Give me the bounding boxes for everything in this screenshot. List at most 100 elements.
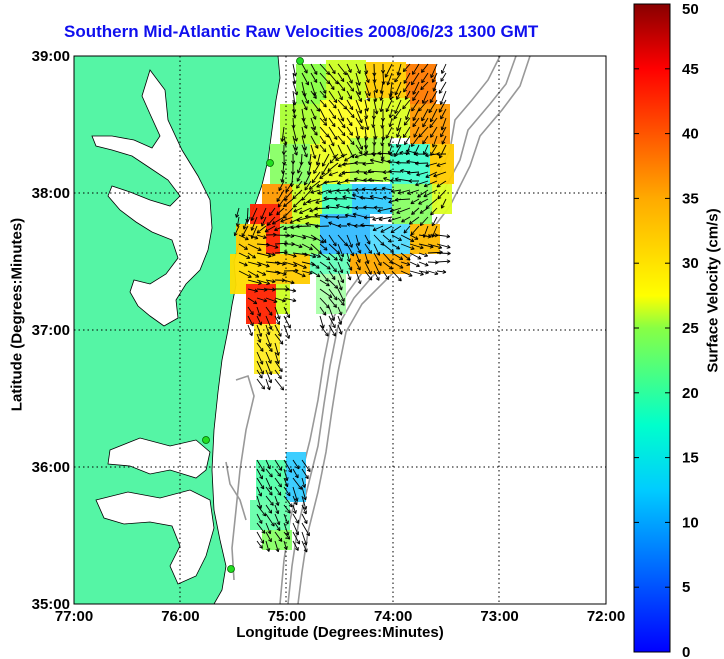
velocity-arrow [301, 495, 307, 510]
velocity-arrowhead [406, 149, 410, 151]
velocity-arrowhead [348, 80, 353, 84]
lat-lon-grid [74, 56, 606, 604]
velocity-arrowhead [277, 502, 280, 506]
velocity-arrowhead [254, 238, 259, 240]
velocity-arrowhead [396, 71, 399, 76]
velocity-arrow [265, 342, 273, 352]
velocity-arrowhead [420, 245, 424, 249]
velocity-arrow [301, 108, 305, 122]
velocity-arrowhead [354, 177, 358, 180]
velocity-arrowhead [420, 88, 425, 91]
velocity-arrowhead [386, 109, 390, 113]
velocity-arrowhead [348, 123, 353, 127]
velocity-arrowhead [348, 268, 352, 271]
velocity-arrow [283, 279, 295, 284]
velocity-arrowhead [325, 121, 328, 126]
velocity-arrowhead [323, 180, 327, 184]
velocity-arrow [415, 180, 429, 186]
velocity-arrow [409, 270, 424, 275]
velocity-arrowhead [442, 271, 447, 274]
velocity-arrowhead [273, 301, 278, 304]
velocity-arrow [292, 261, 307, 269]
velocity-arrowhead [287, 325, 291, 329]
velocity-arrowhead [289, 509, 291, 514]
velocity-arrowhead [350, 89, 354, 92]
velocity-arrow [346, 99, 354, 110]
velocity-arrowhead [298, 246, 303, 249]
velocity-arrow [346, 206, 357, 209]
velocity-arrow [274, 378, 284, 391]
velocity-arrowhead [377, 151, 382, 154]
velocity-arrow [346, 126, 353, 136]
velocity-arrowhead [431, 143, 434, 148]
velocity-arrowhead [382, 171, 387, 175]
velocity-arrow [378, 216, 393, 221]
velocity-arrow [293, 198, 303, 208]
velocity-arrow [403, 117, 411, 126]
velocity-arrow [247, 297, 258, 305]
velocity-arrowhead [335, 215, 340, 218]
velocity-arrowhead [286, 477, 289, 481]
velocity-arrowhead [276, 528, 281, 532]
velocity-arrowhead [258, 493, 262, 497]
velocity-arrowhead [286, 493, 291, 497]
velocity-arrow [274, 468, 281, 477]
velocity-arrowhead [312, 96, 317, 99]
bathymetry-contour-shelf [231, 374, 255, 581]
velocity-arrow [418, 198, 429, 205]
velocity-arrowhead [258, 333, 262, 337]
velocity-arrow [364, 108, 368, 119]
velocity-arrow [390, 90, 393, 100]
velocity-arrow [310, 243, 322, 255]
velocity-arrowhead [339, 97, 343, 101]
velocity-arrowhead [397, 72, 401, 76]
velocity-arrowhead [446, 236, 450, 239]
velocity-arrowhead [285, 521, 289, 525]
velocity-arrowhead [439, 91, 443, 94]
velocity-arrowhead [411, 82, 415, 86]
velocity-arrow [319, 315, 324, 329]
velocity-arrowhead [302, 237, 307, 240]
velocity-arrow [400, 243, 415, 250]
velocity-arrowhead [260, 332, 263, 337]
velocity-arrowhead [290, 233, 295, 237]
velocity-arrow [301, 540, 308, 553]
velocity-arrowhead [438, 245, 443, 249]
velocity-arrowhead [306, 533, 310, 537]
velocity-arrow [319, 63, 330, 75]
velocity-arrowhead [425, 270, 429, 274]
velocity-arrowhead [345, 105, 348, 110]
velocity-arrowhead [276, 522, 280, 526]
velocity-arrow [328, 252, 338, 261]
velocity-arrowhead [336, 190, 340, 193]
velocity-arrow [388, 135, 393, 147]
velocity-arrowhead [305, 214, 309, 217]
velocity-arrow [310, 72, 318, 83]
velocity-arrowhead [350, 115, 355, 119]
velocity-arrow [402, 99, 411, 110]
velocity-arrowhead [275, 502, 279, 506]
velocity-arrowhead [389, 114, 393, 119]
velocity-arrowhead [283, 546, 287, 550]
velocity-arrow [328, 108, 336, 119]
velocity-arrowhead [266, 332, 270, 336]
velocity-arrowhead [410, 231, 413, 236]
velocity-vectors [233, 63, 451, 553]
velocity-arrowhead [333, 298, 338, 301]
velocity-arrow [310, 90, 317, 99]
velocity-arrowhead [377, 208, 381, 212]
velocity-arrowhead [396, 143, 398, 148]
velocity-arrowhead [368, 251, 372, 254]
velocity-arrowhead [264, 298, 268, 302]
velocity-arrow [274, 251, 288, 254]
velocity-arrowhead [336, 203, 340, 206]
velocity-arrowhead [327, 282, 330, 287]
velocity-arrowhead [260, 505, 263, 509]
velocity-arrow [250, 207, 258, 221]
velocity-arrow [265, 297, 278, 303]
velocity-arrow [319, 135, 326, 145]
velocity-arrow [265, 252, 276, 256]
velocity-arrow [424, 180, 438, 187]
velocity-arrowhead [325, 246, 328, 251]
velocity-arrowhead [296, 146, 298, 151]
